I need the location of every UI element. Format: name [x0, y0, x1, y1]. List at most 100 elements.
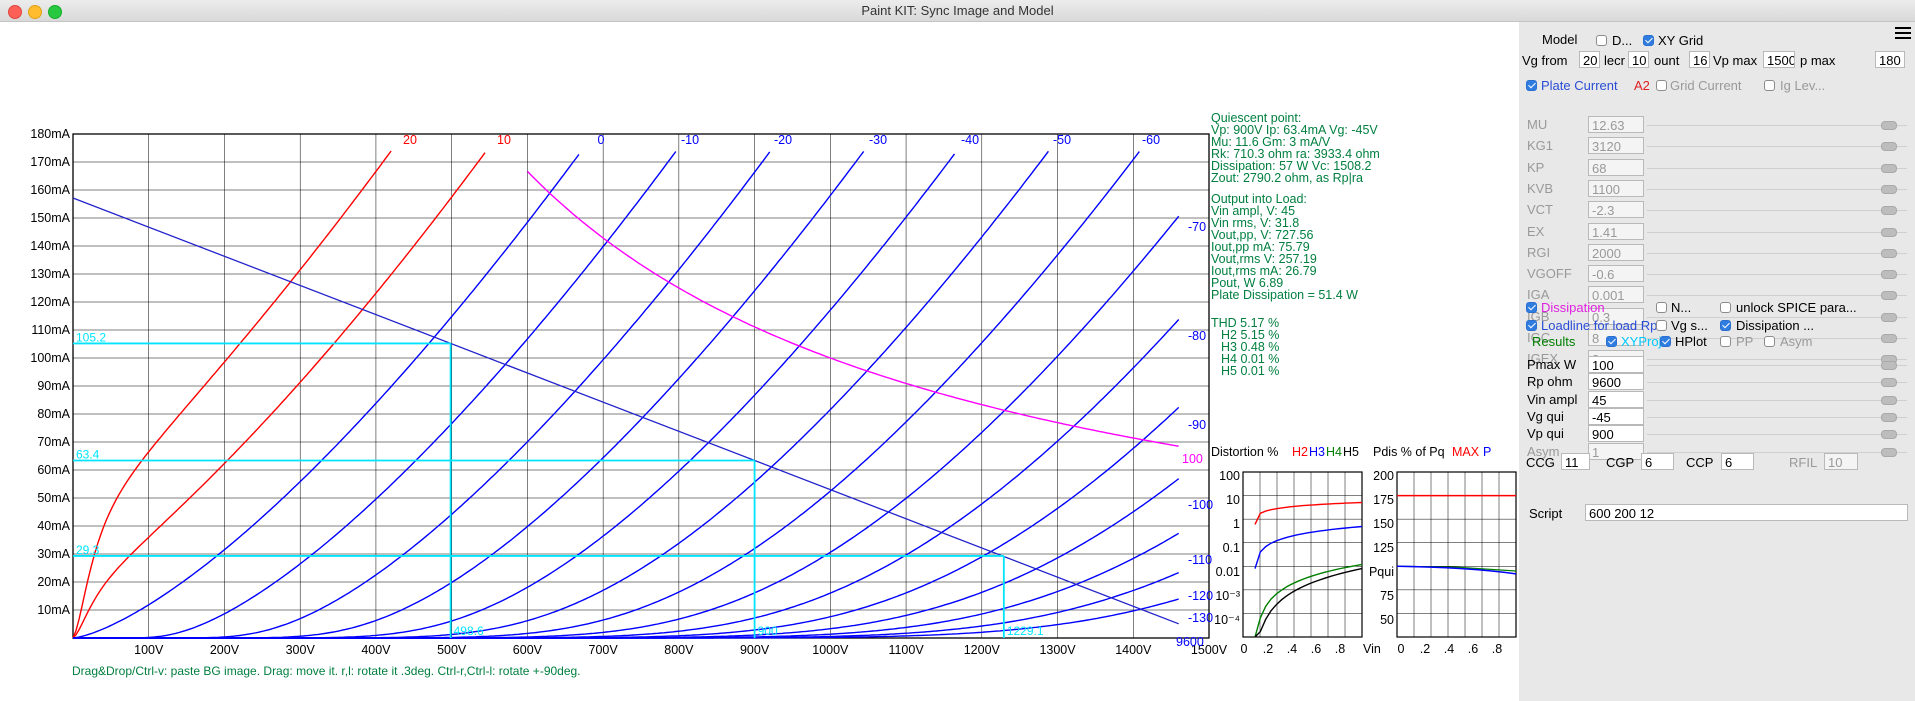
param-slider[interactable] [1647, 159, 1907, 177]
slider-thumb[interactable] [1881, 184, 1897, 194]
pdis-x-label: .8 [1492, 642, 1502, 656]
grid-current-checkbox[interactable] [1656, 80, 1667, 91]
param-value-field[interactable]: -45 [1588, 407, 1644, 425]
y-tick-label: 160mA [30, 183, 70, 197]
plate-curve [72, 152, 486, 639]
pdis-x-label: .4 [1444, 642, 1454, 656]
slider-thumb[interactable] [1881, 163, 1897, 173]
window-title: Paint KIT: Sync Image and Model [861, 3, 1054, 18]
param-slider[interactable] [1647, 391, 1907, 409]
slider-thumb[interactable] [1881, 121, 1897, 130]
hplot-checkbox[interactable] [1660, 336, 1671, 347]
main-graph[interactable] [72, 133, 1210, 639]
slider-thumb[interactable] [1881, 447, 1897, 457]
param-slider[interactable] [1647, 329, 1907, 347]
count-field[interactable]: 16 [1689, 51, 1710, 68]
rfil-field[interactable]: 10 [1824, 453, 1858, 470]
param-value-field[interactable]: 0.3 [1588, 307, 1644, 325]
param-value-field[interactable]: 3120 [1588, 137, 1644, 155]
ipmax-field[interactable]: 180 [1875, 51, 1905, 68]
close-window-button[interactable] [8, 5, 22, 19]
curve-label: -120 [1188, 589, 1213, 603]
pdis-chart: Pdis % of Pq MAX P 200 175 150 125 Pqui 75 50 0… [1369, 445, 1517, 656]
xygrid-checkbox[interactable] [1643, 35, 1654, 46]
param-slider[interactable] [1647, 408, 1907, 426]
param-value-field[interactable]: 900 [1588, 425, 1644, 443]
maximize-window-button[interactable] [48, 5, 62, 19]
param-slider[interactable] [1647, 116, 1907, 134]
param-name: IGA [1527, 287, 1550, 303]
slider-thumb[interactable] [1881, 206, 1897, 216]
ccp-field[interactable]: 6 [1721, 453, 1754, 470]
param-value-field[interactable]: 1.41 [1588, 222, 1644, 240]
info-line: Mu: 11.6 Gm: 3 mA/V [1211, 135, 1331, 149]
slider-thumb[interactable] [1881, 361, 1897, 370]
param-slider[interactable] [1647, 356, 1907, 374]
d-checkbox[interactable] [1596, 35, 1607, 46]
cgp-field[interactable]: 6 [1641, 453, 1674, 470]
distortion-y-label: 0.1 [1223, 541, 1240, 555]
param-value-field[interactable]: 2000 [1588, 243, 1644, 261]
param-value-field[interactable]: 9600 [1588, 373, 1644, 391]
param-slider[interactable] [1647, 286, 1907, 304]
xyproj-checkbox[interactable] [1606, 336, 1617, 347]
plate-current-checkbox[interactable] [1526, 80, 1537, 91]
dissipation-checkbox[interactable] [1526, 302, 1537, 313]
param-name: VGOFF [1527, 266, 1572, 282]
param-value-field[interactable]: -2.3 [1588, 201, 1644, 219]
slider-thumb[interactable] [1881, 227, 1897, 237]
param-slider[interactable] [1647, 201, 1907, 219]
slider-thumb[interactable] [1881, 270, 1897, 280]
param-slider[interactable] [1647, 223, 1907, 241]
ig-level-checkbox[interactable] [1764, 80, 1775, 91]
slider-thumb[interactable] [1881, 291, 1897, 301]
param-value-field[interactable]: -0.6 [1588, 265, 1644, 283]
dissipation-curve [526, 170, 1179, 447]
slider-thumb[interactable] [1881, 142, 1897, 152]
ccg-field[interactable]: 11 [1561, 453, 1590, 470]
slider-thumb[interactable] [1881, 334, 1897, 343]
param-value-field[interactable]: 100 [1588, 356, 1644, 373]
param-slider[interactable] [1647, 180, 1907, 198]
n-checkbox[interactable] [1656, 302, 1667, 313]
param-value-field[interactable]: 1 [1588, 442, 1644, 460]
param-slider[interactable] [1647, 425, 1907, 443]
param-value-field[interactable]: 68 [1588, 158, 1644, 176]
unlock-spice-checkbox[interactable] [1720, 302, 1731, 313]
param-slider[interactable] [1647, 373, 1907, 391]
slider-thumb[interactable] [1881, 312, 1897, 322]
x-tick-label: 300V [286, 643, 316, 657]
plot-canvas[interactable]: 180mA170mA160mA150mA140mA130mA120mA110mA… [0, 22, 1519, 701]
vg-s-checkbox[interactable] [1656, 320, 1667, 331]
plate-current-label: Plate Current [1541, 78, 1618, 93]
param-slider[interactable] [1647, 308, 1907, 326]
param-slider[interactable] [1647, 265, 1907, 283]
vg-from-field[interactable]: 20 [1579, 51, 1600, 68]
asym-checkbox[interactable] [1764, 336, 1775, 347]
distortion-title: Distortion % [1211, 445, 1278, 459]
param-slider[interactable] [1647, 244, 1907, 262]
x-tick-label: 200V [210, 643, 240, 657]
pp-checkbox[interactable] [1720, 336, 1731, 347]
param-slider[interactable] [1647, 443, 1907, 461]
slider-thumb[interactable] [1881, 430, 1897, 440]
param-slider[interactable] [1647, 137, 1907, 155]
loadline-label: Loadline for load Rp [1541, 318, 1658, 333]
script-field[interactable]: 600 200 12 [1585, 504, 1908, 521]
menu-icon[interactable] [1895, 27, 1911, 41]
minimize-window-button[interactable] [28, 5, 42, 19]
dissipation2-checkbox[interactable] [1720, 320, 1731, 331]
x-axis-labels: 100V 200V 300V 400V 500V 600V 700V 800V 900V 1000… [134, 643, 1228, 657]
param-value-field[interactable]: 1100 [1588, 179, 1644, 197]
projection-value: 498.6 [454, 624, 484, 638]
decr-field[interactable]: 10 [1628, 51, 1649, 68]
slider-thumb[interactable] [1881, 248, 1897, 258]
slider-thumb[interactable] [1881, 395, 1897, 405]
loadline-checkbox[interactable] [1526, 320, 1537, 331]
param-value-field[interactable]: 45 [1588, 390, 1644, 408]
vpmax-field[interactable]: 1500 [1763, 51, 1795, 68]
param-value-field[interactable]: 12.63 [1588, 116, 1644, 133]
slider-thumb[interactable] [1881, 378, 1897, 388]
param-value-field[interactable]: 0.001 [1588, 286, 1644, 304]
slider-thumb[interactable] [1881, 412, 1897, 422]
